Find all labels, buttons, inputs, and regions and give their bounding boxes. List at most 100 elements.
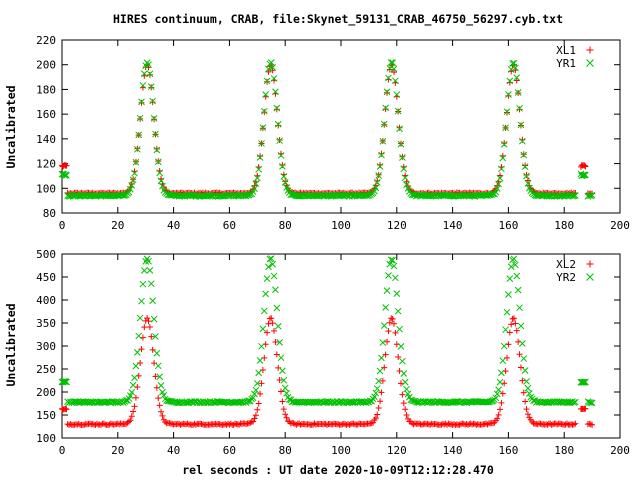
data-point — [146, 70, 154, 78]
data-point — [386, 260, 394, 268]
data-point — [516, 304, 523, 312]
data-point — [394, 107, 402, 115]
data-point — [157, 177, 165, 185]
data-point — [384, 338, 391, 345]
data-point — [565, 399, 572, 406]
data-point — [399, 391, 406, 398]
data-point — [236, 421, 243, 428]
data-point — [545, 192, 553, 200]
data-point — [251, 390, 258, 398]
data-point — [497, 172, 504, 179]
data-point — [131, 403, 138, 410]
data-point — [146, 266, 154, 274]
data-point — [572, 192, 579, 199]
data-point — [500, 342, 508, 350]
data-point — [375, 377, 383, 385]
data-point — [149, 99, 156, 106]
data-point — [152, 333, 159, 340]
x-tick-label: 60 — [223, 219, 236, 232]
data-point — [581, 171, 588, 179]
data-point — [152, 130, 159, 138]
y-tick-label: 500 — [36, 248, 56, 261]
data-point — [524, 177, 531, 184]
series-xl1 — [59, 61, 596, 197]
data-point — [403, 411, 410, 418]
data-point — [245, 420, 252, 427]
data-point — [261, 109, 268, 116]
data-point — [151, 116, 158, 123]
data-point — [163, 397, 170, 404]
x-tick-label: 160 — [498, 219, 518, 232]
data-point — [71, 398, 78, 405]
data-point — [279, 162, 286, 169]
y-tick-label: 120 — [36, 158, 56, 171]
data-point — [399, 357, 406, 365]
x-tick-label: 60 — [223, 444, 236, 457]
x-tick-label: 120 — [387, 219, 407, 232]
data-point — [572, 420, 579, 427]
x-tick-label: 180 — [554, 444, 574, 457]
data-point — [396, 125, 403, 133]
data-point — [504, 109, 511, 116]
data-point — [262, 290, 270, 298]
data-point — [522, 398, 529, 405]
data-point — [580, 378, 588, 386]
data-point — [378, 150, 385, 157]
top-y-axis-label: Uncalibrated — [4, 85, 18, 168]
data-point — [495, 411, 502, 418]
data-point — [219, 192, 226, 200]
data-point — [156, 402, 163, 409]
data-point — [145, 257, 152, 265]
data-point — [63, 406, 70, 413]
data-point — [495, 180, 502, 188]
data-point — [269, 260, 276, 268]
data-point — [392, 274, 399, 282]
data-point — [510, 59, 518, 67]
data-point — [389, 59, 396, 67]
data-point — [523, 172, 530, 180]
data-point — [260, 107, 268, 115]
data-point — [513, 77, 520, 84]
data-point — [252, 386, 260, 394]
data-point — [371, 393, 378, 401]
data-point — [150, 115, 158, 122]
data-point — [137, 360, 144, 367]
data-point — [585, 192, 593, 199]
legend-label: YR1 — [556, 57, 576, 70]
x-tick-label: 100 — [331, 219, 351, 232]
data-point — [514, 89, 522, 96]
data-point — [396, 124, 403, 131]
data-point — [517, 322, 525, 330]
data-point — [348, 398, 356, 406]
x-tick-label: 160 — [498, 444, 518, 457]
data-point — [144, 315, 151, 322]
data-point — [507, 66, 515, 73]
data-point — [277, 152, 285, 159]
data-point — [250, 418, 257, 425]
data-point — [154, 362, 162, 370]
y-tick-label: 100 — [36, 182, 56, 195]
data-point — [311, 420, 318, 427]
data-point — [586, 420, 593, 427]
data-point — [394, 307, 402, 315]
data-point — [230, 421, 237, 428]
data-point — [579, 171, 586, 179]
data-point — [520, 355, 528, 362]
data-point — [257, 390, 264, 397]
data-point — [501, 140, 508, 147]
data-point — [178, 192, 186, 200]
data-point — [585, 399, 593, 406]
data-point — [403, 181, 410, 188]
data-point — [154, 158, 162, 166]
y-tick-label: 150 — [36, 409, 56, 422]
data-point — [157, 382, 165, 389]
data-point — [502, 124, 509, 132]
data-point — [255, 400, 262, 407]
data-point — [253, 174, 261, 182]
data-point — [504, 354, 511, 361]
data-point — [272, 286, 279, 294]
data-point — [389, 316, 396, 323]
data-point — [493, 390, 501, 398]
bottom-y-axis-label: Uncalibrated — [4, 303, 18, 386]
data-point — [513, 272, 521, 280]
